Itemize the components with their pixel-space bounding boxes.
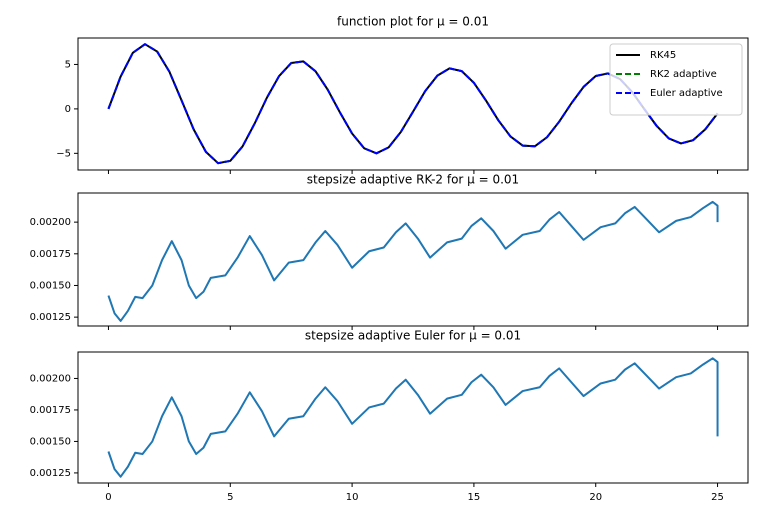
x-tick-label: 0 [105, 492, 111, 503]
legend-label: RK45 [650, 50, 676, 61]
plot-area [107, 200, 719, 322]
y-tick-label: 0.00125 [30, 468, 71, 479]
axes-frame [77, 192, 749, 327]
y-tick-label: 0.00175 [30, 405, 71, 416]
axes-frame [77, 351, 749, 484]
legend-box [609, 43, 743, 116]
y-tick-label: 0.00175 [30, 249, 71, 260]
chart-title: stepsize adaptive RK-2 for μ = 0.01 [307, 173, 519, 187]
y-tick-label: 0.00125 [30, 312, 71, 323]
y-tick-label: 5 [65, 59, 71, 70]
y-tick-label: 0.00200 [30, 217, 71, 228]
x-tick-label: 5 [227, 492, 233, 503]
x-tick-label: 20 [589, 492, 602, 503]
axes-frame [77, 37, 749, 171]
y-tick-label: 0.00150 [30, 280, 71, 291]
x-tick-label: 10 [346, 492, 359, 503]
chart-title: function plot for μ = 0.01 [337, 15, 489, 29]
plot-area [107, 357, 719, 478]
y-tick-label: 0.00200 [30, 373, 71, 384]
y-tick-label: −5 [56, 148, 71, 159]
y-tick-label: 0 [65, 104, 71, 115]
legend-label: RK2 adaptive [650, 69, 717, 80]
x-tick-label: 25 [711, 492, 724, 503]
series-line [107, 200, 719, 322]
series-line [107, 357, 719, 478]
legend-label: Euler adaptive [650, 88, 723, 99]
x-tick-label: 15 [468, 492, 481, 503]
y-tick-label: 0.00150 [30, 436, 71, 447]
chart-title: stepsize adaptive Euler for μ = 0.01 [305, 329, 521, 343]
